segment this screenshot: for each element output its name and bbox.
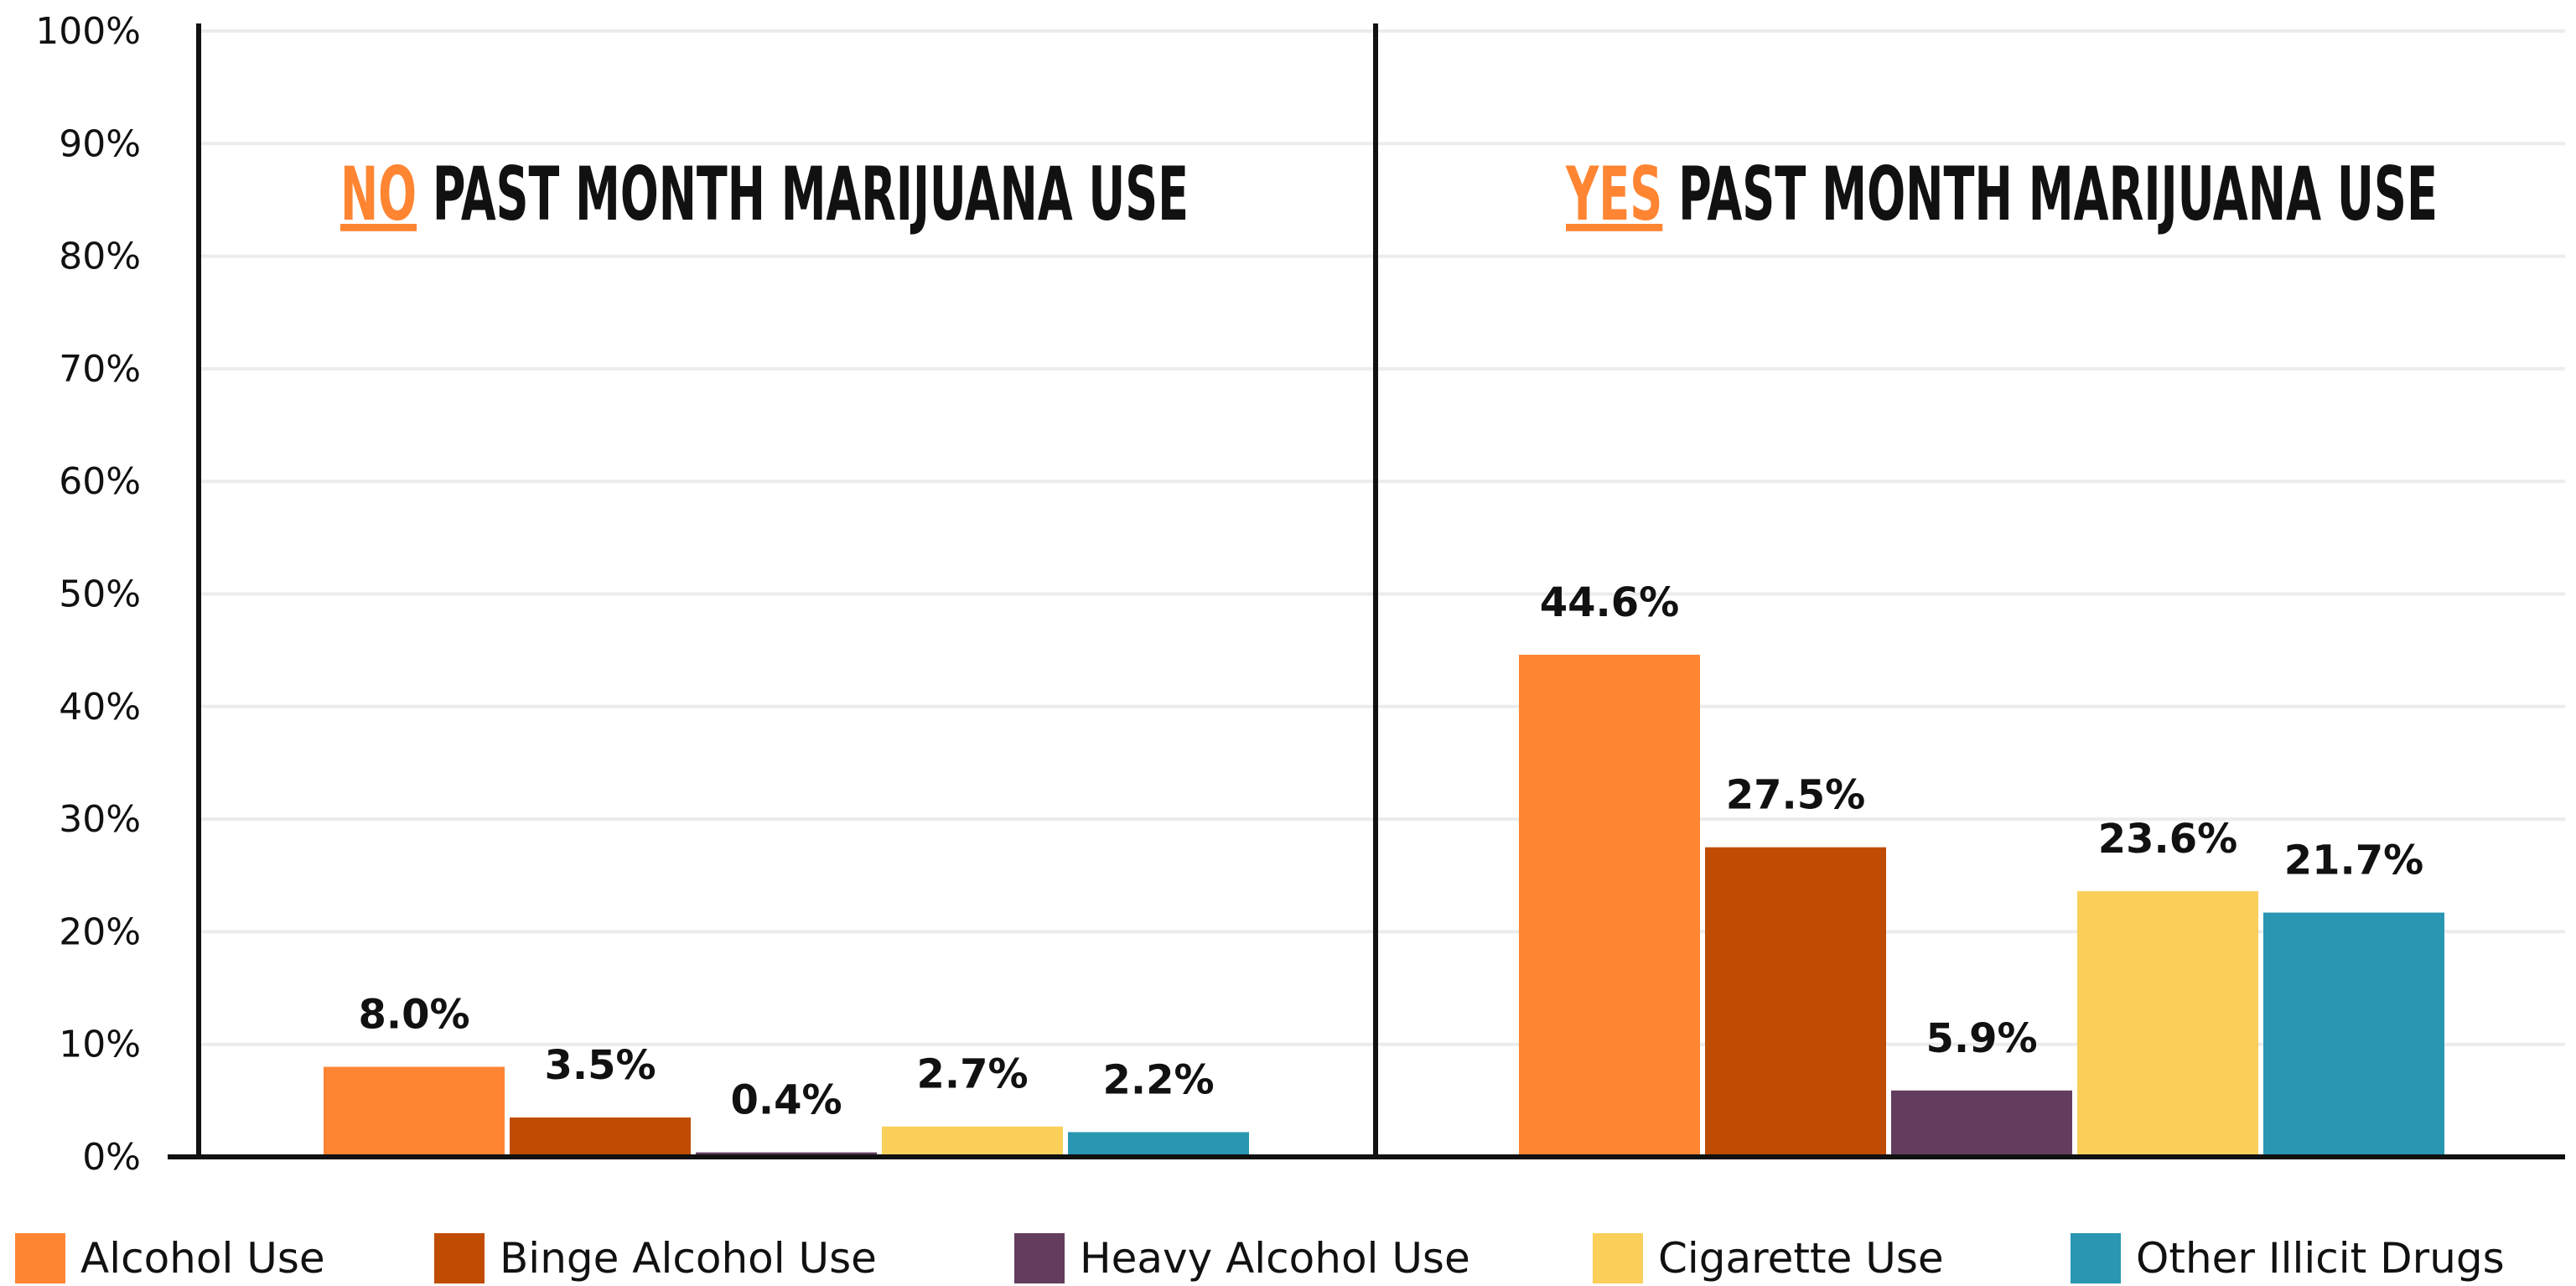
- bar: [2077, 891, 2258, 1157]
- legend-swatch: [434, 1233, 485, 1283]
- legend-swatch: [1593, 1233, 1643, 1283]
- y-tick-label: 50%: [59, 573, 141, 616]
- legend-item: Alcohol Use: [15, 1231, 325, 1286]
- legend-item: Other Illicit Drugs: [2071, 1231, 2505, 1286]
- legend-label: Binge Alcohol Use: [500, 1234, 877, 1283]
- bar-value-label: 8.0%: [358, 992, 469, 1039]
- axes: [168, 23, 2565, 1159]
- bar: [1891, 1090, 2072, 1157]
- legend-label: Other Illicit Drugs: [2136, 1234, 2505, 1283]
- marijuana-use-chart: 0% 10% 20% 30% 40% 50% 60% 70% 80% 90% 100% 8.0% 3.…: [35, 10, 2565, 1179]
- legend-item: Cigarette Use: [1593, 1231, 1944, 1286]
- legend-label: Alcohol Use: [80, 1234, 325, 1283]
- panel-title-highlight: YES: [1565, 151, 1662, 237]
- y-tick-label: 70%: [59, 348, 141, 391]
- y-tick-label: 80%: [59, 236, 141, 278]
- gridlines: [199, 29, 2565, 1046]
- panel-title-rest: PAST MONTH MARIJUANA USE: [1662, 151, 2438, 237]
- y-tick-label: 0%: [82, 1136, 141, 1179]
- legend-item: Heavy Alcohol Use: [1014, 1231, 1470, 1286]
- bar-value-label: 23.6%: [2098, 816, 2238, 863]
- bar-value-label: 27.5%: [1726, 772, 1866, 819]
- panel-title: NO PAST MONTH MARIJUANA USE: [340, 151, 1189, 237]
- bar-value-label: 21.7%: [2284, 837, 2424, 884]
- legend-swatch: [2071, 1233, 2121, 1283]
- bar-value-label: 3.5%: [544, 1042, 656, 1089]
- bar: [2263, 912, 2444, 1157]
- y-tick-label: 30%: [59, 798, 141, 841]
- y-tick-label: 100%: [35, 10, 141, 53]
- y-axis-tick-labels: 0% 10% 20% 30% 40% 50% 60% 70% 80% 90% 100%: [35, 10, 141, 1179]
- value-labels: 8.0% 3.5% 0.4% 2.7% 2.2% 44.6% 27.5% 5.9% 23.6% 2…: [358, 579, 2423, 1124]
- legend-label: Cigarette Use: [1658, 1234, 1944, 1283]
- bar-value-label: 5.9%: [1926, 1015, 2037, 1062]
- bar: [324, 1066, 505, 1157]
- bar: [1519, 655, 1700, 1157]
- bar-value-label: 0.4%: [730, 1077, 842, 1124]
- panel-titles: NO PAST MONTH MARIJUANA USE YES PAST MONT…: [340, 151, 2438, 237]
- panel-title: YES PAST MONTH MARIJUANA USE: [1565, 151, 2438, 237]
- panel-title-rest: PAST MONTH MARIJUANA USE: [417, 151, 1189, 237]
- y-tick-label: 40%: [59, 686, 141, 729]
- legend-item: Binge Alcohol Use: [434, 1231, 877, 1286]
- legend-label: Heavy Alcohol Use: [1080, 1234, 1470, 1283]
- panel-title-highlight: NO: [340, 151, 417, 237]
- bar-value-label: 2.7%: [916, 1051, 1028, 1098]
- bar: [510, 1117, 691, 1157]
- y-tick-label: 60%: [59, 460, 141, 503]
- y-tick-label: 90%: [59, 122, 141, 165]
- legend-swatch: [15, 1233, 65, 1283]
- bar-value-label: 44.6%: [1540, 579, 1680, 626]
- legend: Alcohol Use Binge Alcohol Use Heavy Alcoho…: [0, 1231, 2576, 1286]
- bar: [1705, 847, 1886, 1157]
- bars: [324, 655, 2444, 1157]
- y-tick-label: 10%: [59, 1024, 141, 1066]
- y-tick-label: 20%: [59, 910, 141, 953]
- bar: [882, 1126, 1063, 1157]
- legend-swatch: [1014, 1233, 1065, 1283]
- bar-value-label: 2.2%: [1102, 1056, 1214, 1103]
- bar: [1068, 1132, 1249, 1157]
